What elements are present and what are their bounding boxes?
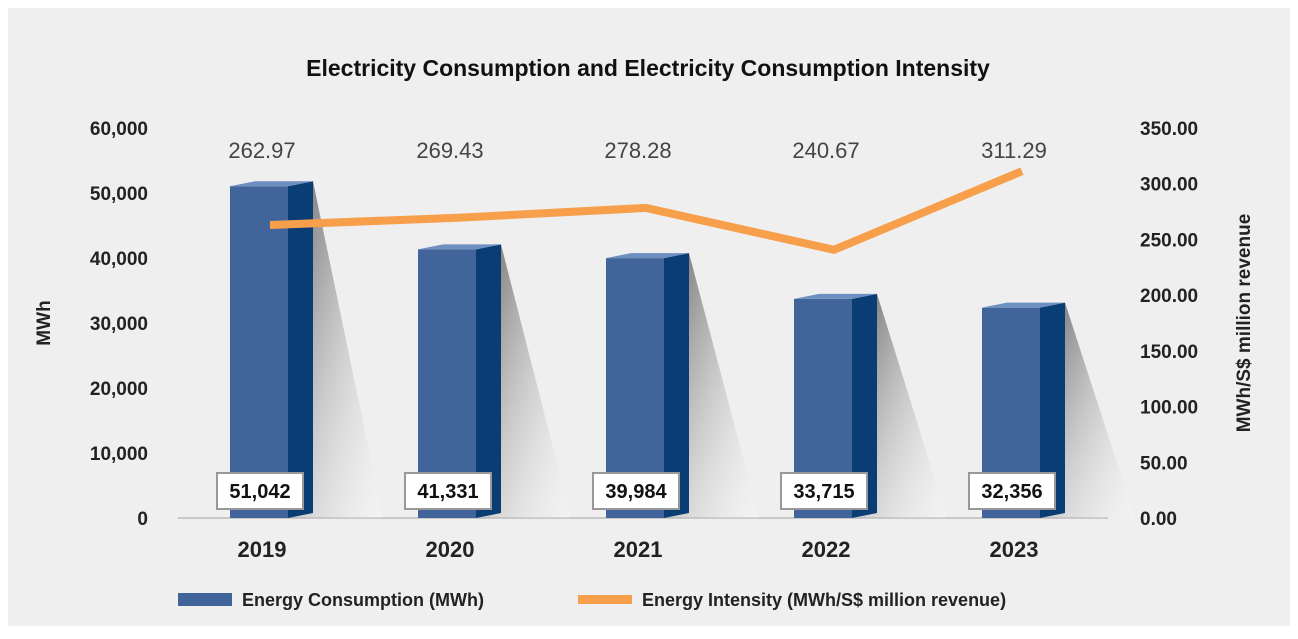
- y2-tick-label: 250.00: [1140, 230, 1198, 251]
- chart-title: Electricity Consumption and Electricity …: [306, 55, 990, 81]
- y2-tick-label: 300.00: [1140, 175, 1198, 196]
- y-tick-label: 30,000: [90, 314, 148, 335]
- line: [269, 167, 1024, 255]
- y-axis-title: MWh: [34, 300, 55, 345]
- y-tick-label: 10,000: [90, 444, 148, 465]
- y-tick-label: 0: [137, 509, 148, 530]
- line-value-label: 240.67: [792, 138, 859, 163]
- value-label: 51,042: [229, 481, 290, 503]
- x-tick-label: 2019: [238, 537, 287, 562]
- legend-label: Energy Consumption (MWh): [242, 590, 484, 610]
- y2-tick-label: 0.00: [1140, 509, 1177, 530]
- x-tick-label: 2021: [614, 537, 663, 562]
- x-tick-label: 2020: [426, 537, 475, 562]
- bar-top: [794, 293, 877, 299]
- x-tick-label: 2023: [990, 537, 1039, 562]
- bar-top: [606, 253, 689, 259]
- bar-side: [476, 244, 501, 518]
- x-tick-label: 2022: [802, 537, 851, 562]
- line-value-label: 311.29: [981, 138, 1047, 163]
- bar: [230, 186, 288, 519]
- value-label: 32,356: [981, 481, 1042, 503]
- value-label-box: [968, 472, 1056, 510]
- y2-tick-label: 150.00: [1140, 342, 1198, 363]
- y2-tick-label: 50.00: [1140, 453, 1188, 474]
- value-label: 39,984: [605, 481, 667, 503]
- y2-axis-title: MWh/S$ million revenue: [1234, 214, 1255, 433]
- value-label: 41,331: [417, 481, 478, 503]
- y-tick-label: 50,000: [90, 184, 148, 205]
- y2-tick-label: 100.00: [1140, 398, 1198, 419]
- value-label: 33,715: [793, 481, 854, 503]
- value-label-box: [216, 472, 304, 510]
- y2-tick-label: 350.00: [1140, 119, 1198, 140]
- y2-tick-label: 200.00: [1140, 286, 1198, 307]
- value-label-box: [592, 472, 680, 510]
- legend-swatch: [178, 593, 232, 606]
- line-value-label: 278.28: [604, 138, 671, 163]
- bar-top: [418, 244, 501, 250]
- bar-side: [664, 253, 689, 518]
- y-tick-label: 60,000: [90, 119, 148, 140]
- line-value-label: 262.97: [228, 138, 295, 163]
- value-label-box: [404, 472, 492, 510]
- bar-side: [852, 293, 877, 518]
- legend-label: Energy Intensity (MWh/S$ million revenue…: [642, 590, 1006, 610]
- bar-side: [1040, 302, 1065, 518]
- bar-top: [982, 302, 1065, 308]
- bar-top: [230, 181, 313, 187]
- value-label-box: [780, 472, 868, 510]
- line-value-label: 269.43: [416, 138, 483, 163]
- legend-swatch: [578, 595, 632, 604]
- y-tick-label: 40,000: [90, 249, 148, 270]
- bar-side: [288, 181, 313, 519]
- y-tick-label: 20,000: [90, 379, 148, 400]
